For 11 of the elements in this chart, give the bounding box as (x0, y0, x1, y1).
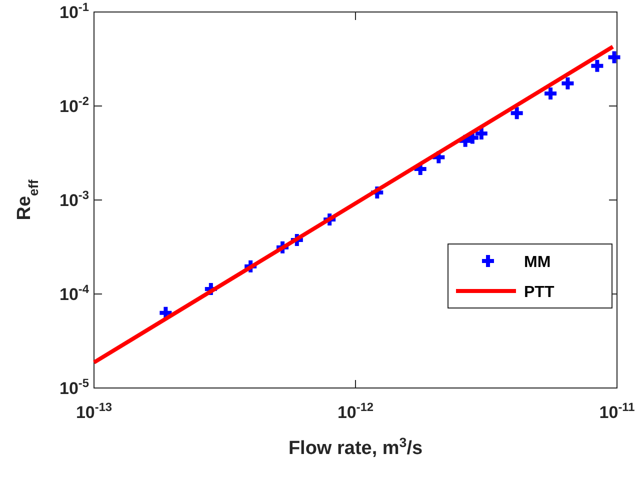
y-tick-label: 10$^{-4}$ (60, 282, 90, 304)
x-tick-label: 10$^{-11}$ (599, 400, 636, 422)
legend-label: MM (524, 254, 551, 271)
x-tick-label: 10$^{-13}$ (76, 400, 112, 422)
y-tick-label: 10$^{-5}$ (60, 376, 90, 398)
y-tick-label: 10$^{-1}$ (60, 0, 90, 22)
y-tick-label: 10$^{-2}$ (60, 94, 90, 116)
x-tick-label: 10$^{-12}$ (337, 400, 374, 422)
x-axis-title: Flow rate, m$^{3}$/s (288, 434, 423, 459)
legend-label: PTT (524, 284, 554, 301)
y-tick-label: 10$^{-3}$ (60, 188, 90, 210)
